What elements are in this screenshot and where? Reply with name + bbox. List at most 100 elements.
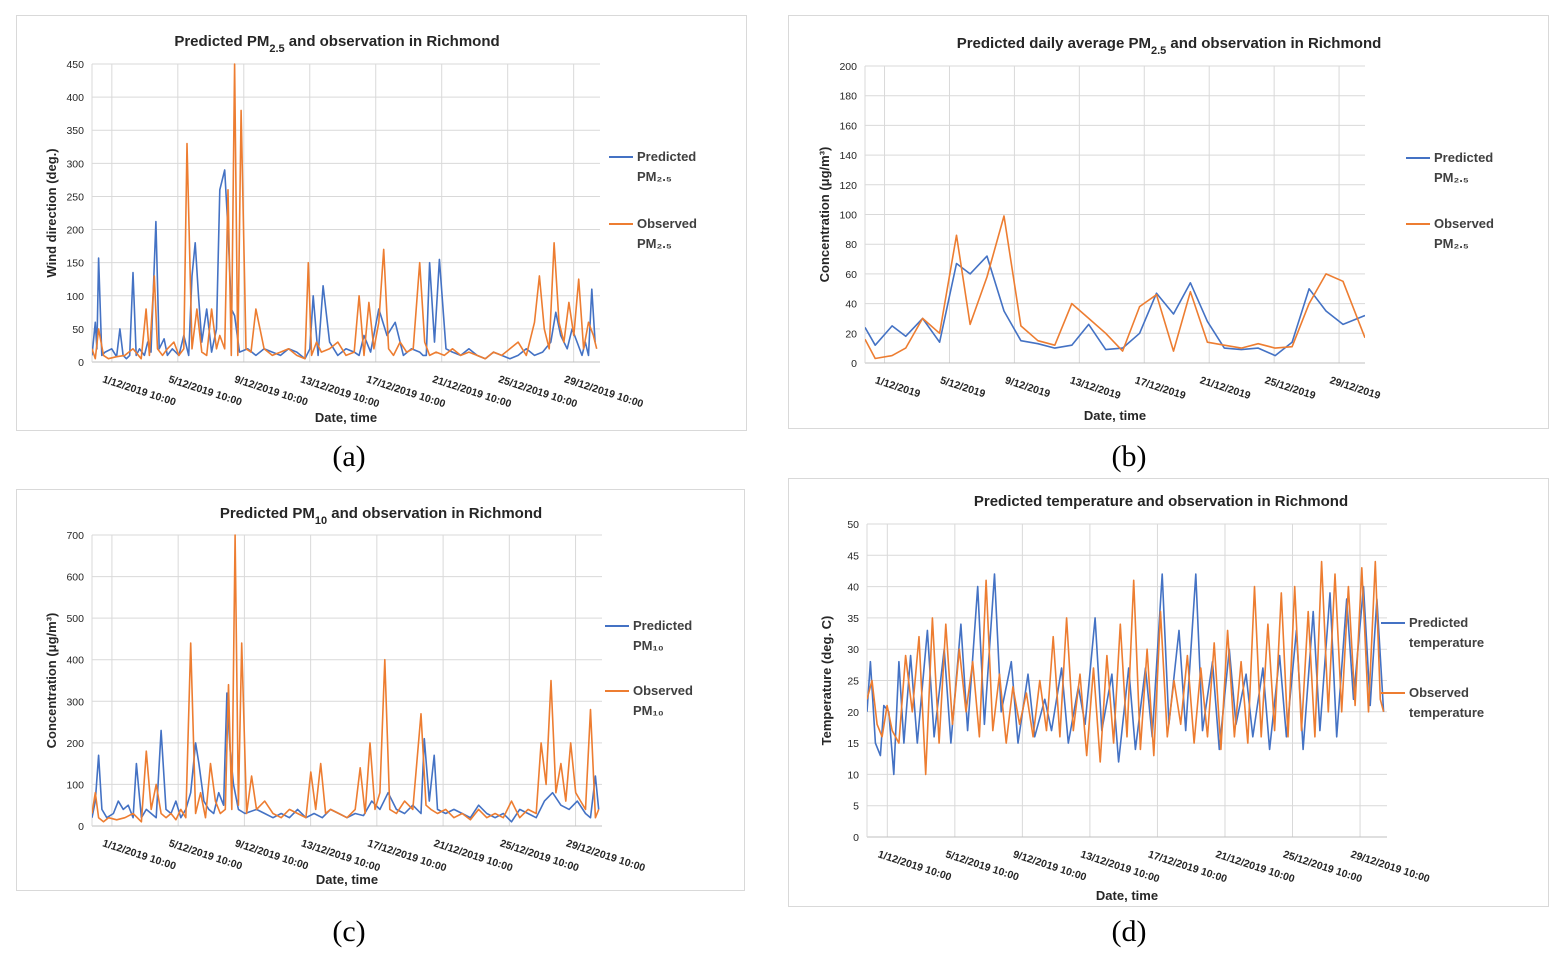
y-tick-label: 450 — [66, 59, 84, 71]
y-tick-label: 20 — [845, 328, 857, 340]
legend-label: Predicted — [637, 149, 696, 164]
y-tick-label: 60 — [845, 269, 857, 281]
chart-title-rest: and observation in Richmond — [1166, 35, 1381, 52]
y-tick-label: 160 — [839, 120, 857, 132]
y-tick-label: 15 — [847, 738, 859, 750]
chart-title-rest: and observation in Richmond — [285, 33, 500, 50]
y-tick-label: 50 — [72, 324, 84, 336]
x-tick-label: 9/12/2019 10:00 — [1011, 848, 1088, 883]
chart-svg-a: Predicted PM2.5 and observation in Richm… — [44, 33, 697, 425]
y-tick-label: 100 — [66, 291, 84, 303]
y-tick-label: 0 — [853, 832, 859, 844]
x-axis-label: Date, time — [1096, 888, 1158, 903]
caption-d: (d) — [1111, 915, 1147, 948]
legend-label: Observed — [1434, 216, 1494, 231]
series-line-predicted — [92, 692, 600, 823]
chart-title: Predicted temperature and observation in… — [974, 493, 1348, 510]
chart-title-main: Predicted PM — [174, 33, 269, 50]
chart-title-sub: 2.5 — [1151, 45, 1166, 57]
series-line-predicted — [865, 255, 1365, 357]
chart-panel-a: Predicted PM2.5 and observation in Richm… — [16, 15, 747, 431]
x-axis-label: Date, time — [315, 410, 377, 425]
y-tick-label: 200 — [66, 225, 84, 237]
y-tick-label: 45 — [847, 550, 859, 562]
x-tick-label: 9/12/2019 10:00 — [233, 837, 310, 872]
caption-c: (c) — [332, 915, 366, 948]
series-line-observed — [865, 215, 1365, 360]
x-tick-label: 21/12/2019 — [1198, 374, 1252, 402]
legend-label-sub: PM₁₀ — [633, 703, 664, 718]
legend-label-sub: PM₁₀ — [633, 638, 664, 653]
y-tick-label: 5 — [853, 801, 859, 813]
x-tick-label: 9/12/2019 — [1003, 374, 1051, 400]
chart-title: Predicted PM2.5 and observation in Richm… — [174, 33, 499, 55]
y-axis-label: Temperature (deg. C) — [819, 616, 834, 746]
x-axis-label: Date, time — [316, 872, 378, 887]
legend-label-sub: temperature — [1409, 705, 1484, 720]
x-tick-label: 5/12/2019 — [939, 374, 987, 400]
series-line-observed — [867, 560, 1385, 776]
chart-title-rest: and observation in Richmond — [327, 505, 542, 522]
y-tick-label: 0 — [78, 821, 84, 833]
x-tick-label: 29/12/2019 — [1328, 374, 1382, 402]
y-tick-label: 350 — [66, 125, 84, 137]
y-tick-label: 50 — [847, 519, 859, 531]
y-tick-label: 100 — [839, 210, 857, 222]
y-tick-label: 400 — [66, 92, 84, 104]
series-line-predicted — [92, 169, 596, 360]
series-line-observed — [92, 534, 600, 823]
y-tick-label: 150 — [66, 258, 84, 270]
legend-label: Observed — [637, 216, 697, 231]
legend-label-sub: PM₂.₅ — [1434, 236, 1469, 251]
y-tick-label: 120 — [839, 180, 857, 192]
x-tick-label: 13/12/2019 — [1068, 374, 1122, 402]
chart-title: Predicted PM10 and observation in Richmo… — [220, 505, 542, 527]
x-tick-label: 5/12/2019 10:00 — [944, 848, 1021, 883]
y-axis-label: Concentration (μg/m³) — [817, 147, 832, 283]
y-tick-label: 200 — [839, 61, 857, 73]
y-tick-label: 80 — [845, 239, 857, 251]
legend-label: Predicted — [1409, 615, 1468, 630]
legend-label: Observed — [633, 683, 693, 698]
chart-svg-d: Predicted temperature and observation in… — [819, 493, 1484, 903]
legend-label: Predicted — [1434, 150, 1493, 165]
y-tick-label: 300 — [66, 158, 84, 170]
caption-a: (a) — [332, 440, 366, 473]
x-tick-label: 1/12/2019 — [874, 374, 922, 400]
y-tick-label: 20 — [847, 707, 859, 719]
y-tick-label: 600 — [66, 572, 84, 584]
chart-svg-c: Predicted PM10 and observation in Richmo… — [44, 505, 693, 887]
chart-title: Predicted daily average PM2.5 and observ… — [957, 35, 1382, 57]
chart-panel-c: Predicted PM10 and observation in Richmo… — [16, 489, 745, 891]
y-tick-label: 250 — [66, 191, 84, 203]
y-tick-label: 300 — [66, 696, 84, 708]
legend-label: Observed — [1409, 685, 1469, 700]
x-axis-label: Date, time — [1084, 408, 1146, 423]
y-tick-label: 10 — [847, 769, 859, 781]
legend-label-sub: temperature — [1409, 635, 1484, 650]
y-tick-label: 400 — [66, 655, 84, 667]
legend-label: Predicted — [633, 618, 692, 633]
x-tick-label: 25/12/2019 — [1263, 374, 1317, 402]
y-tick-label: 140 — [839, 150, 857, 162]
x-tick-label: 9/12/2019 10:00 — [233, 373, 310, 408]
y-tick-label: 40 — [845, 299, 857, 311]
legend-label-sub: PM₂.₅ — [1434, 170, 1469, 185]
y-tick-label: 180 — [839, 91, 857, 103]
chart-svg-b: Predicted daily average PM2.5 and observ… — [817, 35, 1494, 423]
x-tick-label: 1/12/2019 10:00 — [101, 837, 178, 872]
y-tick-label: 40 — [847, 582, 859, 594]
y-tick-label: 200 — [66, 738, 84, 750]
y-axis-label: Concentration (μg/m³) — [44, 613, 59, 749]
chart-panel-b: Predicted daily average PM2.5 and observ… — [788, 15, 1549, 429]
y-tick-label: 25 — [847, 676, 859, 688]
y-tick-label: 500 — [66, 613, 84, 625]
y-tick-label: 100 — [66, 779, 84, 791]
y-tick-label: 30 — [847, 644, 859, 656]
y-tick-label: 0 — [78, 357, 84, 369]
series-line-observed — [92, 63, 598, 360]
series-line-predicted — [867, 573, 1385, 776]
y-tick-label: 35 — [847, 613, 859, 625]
y-tick-label: 0 — [851, 358, 857, 370]
x-tick-label: 1/12/2019 10:00 — [101, 373, 178, 408]
